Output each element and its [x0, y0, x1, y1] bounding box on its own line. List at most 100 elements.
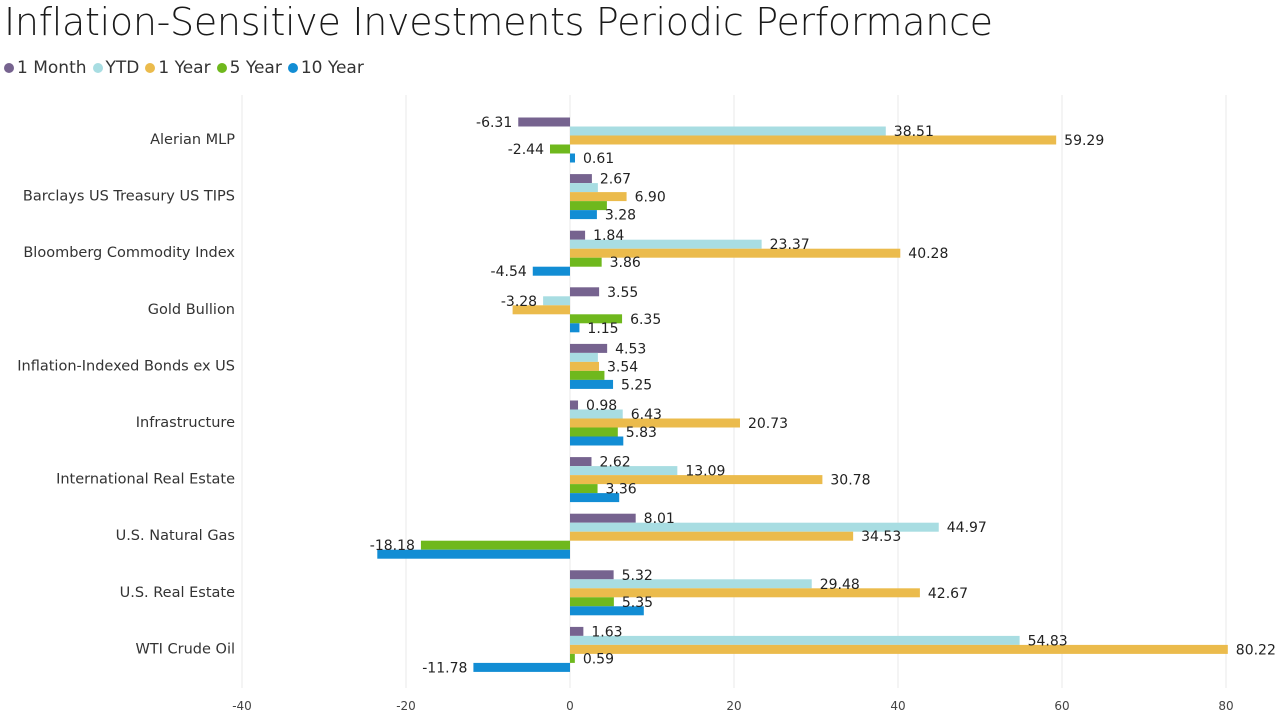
legend-item-ytd[interactable]: YTD — [92, 58, 140, 78]
bar-5-year-bloomberg-commodity-index[interactable] — [570, 257, 602, 267]
bar-ytd-alerian-mlp[interactable] — [570, 126, 886, 136]
legend-label: 10 Year — [300, 58, 364, 78]
data-label-ytd-gold-bullion: -3.28 — [501, 294, 537, 310]
bar-1-month-international-real-estate[interactable] — [570, 457, 592, 467]
bar-10-year-gold-bullion[interactable] — [570, 323, 580, 333]
category-label-international-real-estate: International Real Estate — [56, 472, 235, 488]
bar-1-month-barclays-us-treasury-us-tips[interactable] — [570, 174, 592, 184]
data-label-1-month-wti-crude-oil: 1.63 — [591, 624, 622, 640]
bar-10-year-alerian-mlp[interactable] — [570, 153, 576, 163]
data-label-1-month-international-real-estate: 2.62 — [599, 455, 630, 471]
data-label-1-year-alerian-mlp: 59.29 — [1064, 133, 1104, 149]
data-label-1-month-barclays-us-treasury-us-tips: 2.67 — [600, 172, 631, 188]
legend-item-1-year[interactable]: 1 Year — [145, 58, 211, 78]
data-label-1-year-wti-crude-oil: 80.22 — [1236, 642, 1276, 658]
data-label-ytd-alerian-mlp: 38.51 — [894, 124, 934, 140]
bar-1-month-gold-bullion[interactable] — [570, 287, 600, 297]
data-label-ytd-infrastructure: 6.43 — [631, 407, 662, 423]
data-label-1-year-infrastructure: 20.73 — [748, 416, 788, 432]
data-label-ytd-bloomberg-commodity-index: 23.37 — [770, 237, 810, 253]
bar-ytd-international-real-estate[interactable] — [570, 466, 678, 476]
bar-1-month-bloomberg-commodity-index[interactable] — [570, 230, 586, 240]
legend-label: 1 Year — [158, 58, 211, 78]
bar-5-year-gold-bullion[interactable] — [570, 314, 623, 324]
x-tick-label: 40 — [890, 699, 905, 713]
data-labels: -6.31 38.51 59.29 -2.44 0.61 2.676.90 3.28 1.84… — [370, 115, 1276, 676]
data-label-5-year-bloomberg-commodity-index: 3.86 — [610, 255, 641, 271]
bar-5-year-infrastructure[interactable] — [570, 427, 618, 437]
bar-ytd-u-s-natural-gas[interactable] — [570, 522, 939, 532]
legend-marker — [92, 63, 103, 73]
bar-1-year-alerian-mlp[interactable] — [570, 135, 1057, 145]
data-label-10-year-alerian-mlp: 0.61 — [583, 151, 614, 167]
legend-marker — [287, 63, 298, 73]
category-axis: Alerian MLP Barclays US Treasury US TIPS B… — [17, 132, 235, 657]
data-label-1-year-u-s-real-estate: 42.67 — [928, 586, 968, 602]
data-label-1-month-infrastructure: 0.98 — [586, 398, 617, 414]
gridlines — [241, 95, 1227, 688]
bar-1-month-alerian-mlp[interactable] — [518, 117, 570, 127]
bar-1-year-u-s-natural-gas[interactable] — [570, 531, 854, 541]
bar-1-year-bloomberg-commodity-index[interactable] — [570, 248, 901, 258]
bar-1-month-infrastructure[interactable] — [570, 400, 579, 410]
category-label-barclays-us-treasury-us-tips: Barclays US Treasury US TIPS — [23, 189, 235, 205]
bar-10-year-infrastructure[interactable] — [570, 436, 624, 446]
bar-10-year-bloomberg-commodity-index[interactable] — [532, 266, 570, 276]
bar-1-year-international-real-estate[interactable] — [570, 475, 823, 485]
bar-1-year-barclays-us-treasury-us-tips[interactable] — [570, 192, 627, 202]
legend-label: 1 Month — [17, 58, 87, 78]
bar-ytd-u-s-real-estate[interactable] — [570, 579, 812, 589]
legend-item-10-year[interactable]: 10 Year — [287, 58, 364, 78]
bar-5-year-u-s-real-estate[interactable] — [570, 597, 614, 607]
legend-label: YTD — [105, 58, 140, 78]
bar-1-month-wti-crude-oil[interactable] — [570, 626, 584, 636]
bar-1-month-inflation-indexed-bonds-ex-us[interactable] — [570, 343, 608, 353]
data-label-5-year-international-real-estate: 3.36 — [606, 482, 637, 498]
category-label-inflation-indexed-bonds-ex-us: Inflation-Indexed Bonds ex US — [17, 358, 235, 374]
bar-10-year-u-s-natural-gas[interactable] — [377, 549, 570, 559]
bar-5-year-u-s-natural-gas[interactable] — [420, 540, 570, 550]
legend-marker — [145, 63, 156, 73]
bar-ytd-bloomberg-commodity-index[interactable] — [570, 239, 762, 249]
bar-ytd-gold-bullion[interactable] — [543, 296, 570, 306]
x-tick-label: 60 — [1054, 699, 1069, 713]
data-label-1-year-barclays-us-treasury-us-tips: 6.90 — [635, 190, 666, 206]
category-label-u-s-natural-gas: U.S. Natural Gas — [116, 528, 235, 544]
bar-5-year-barclays-us-treasury-us-tips[interactable] — [570, 201, 607, 211]
bar-ytd-wti-crude-oil[interactable] — [570, 635, 1020, 645]
data-label-1-month-alerian-mlp: -6.31 — [476, 115, 512, 131]
bar-1-month-u-s-natural-gas[interactable] — [570, 513, 636, 523]
data-label-5-year-u-s-natural-gas: -18.18 — [370, 538, 415, 554]
data-label-5-year-gold-bullion: 6.35 — [630, 312, 661, 328]
legend-item-5-year[interactable]: 5 Year — [216, 58, 282, 78]
data-label-1-year-inflation-indexed-bonds-ex-us: 3.54 — [607, 359, 638, 375]
bar-1-year-gold-bullion[interactable] — [512, 305, 570, 315]
category-label-gold-bullion: Gold Bullion — [148, 302, 235, 318]
bar-1-month-u-s-real-estate[interactable] — [570, 570, 614, 580]
bar-ytd-infrastructure[interactable] — [570, 409, 623, 419]
bar-10-year-inflation-indexed-bonds-ex-us[interactable] — [570, 379, 614, 389]
bar-10-year-barclays-us-treasury-us-tips[interactable] — [570, 210, 597, 220]
chart-legend: 1 Month YTD 1 Year 5 Year 10 Year — [4, 58, 370, 78]
bar-10-year-international-real-estate[interactable] — [570, 493, 620, 503]
bar-1-year-infrastructure[interactable] — [570, 418, 740, 428]
bar-1-year-wti-crude-oil[interactable] — [570, 644, 1228, 654]
bar-5-year-inflation-indexed-bonds-ex-us[interactable] — [570, 370, 605, 380]
bar-1-year-inflation-indexed-bonds-ex-us[interactable] — [570, 361, 600, 371]
legend-item-1-month[interactable]: 1 Month — [4, 58, 87, 78]
bar-ytd-inflation-indexed-bonds-ex-us[interactable] — [570, 352, 598, 362]
bar-5-year-international-real-estate[interactable] — [570, 484, 598, 494]
bar-10-year-wti-crude-oil[interactable] — [473, 662, 570, 672]
data-label-1-year-u-s-natural-gas: 34.53 — [861, 529, 901, 545]
legend-marker — [4, 63, 14, 73]
bar-5-year-wti-crude-oil[interactable] — [570, 653, 575, 663]
bar-10-year-u-s-real-estate[interactable] — [570, 606, 644, 616]
bar-5-year-alerian-mlp[interactable] — [549, 144, 570, 154]
x-tick-label: 20 — [726, 699, 741, 713]
data-label-10-year-inflation-indexed-bonds-ex-us: 5.25 — [621, 377, 652, 393]
bar-ytd-barclays-us-treasury-us-tips[interactable] — [570, 183, 598, 193]
category-label-u-s-real-estate: U.S. Real Estate — [120, 585, 235, 601]
legend-label: 5 Year — [229, 58, 282, 78]
bar-1-year-u-s-real-estate[interactable] — [570, 588, 920, 598]
